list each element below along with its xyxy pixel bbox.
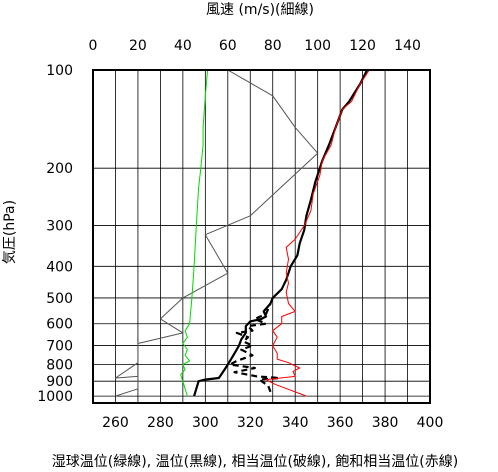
bottom-tick-label: 340 (282, 415, 309, 431)
y-tick-label: 500 (46, 291, 73, 307)
bottom-tick-label: 300 (192, 415, 219, 431)
y-tick-label: 600 (46, 317, 73, 333)
series-line-theta (193, 69, 369, 397)
bottom-tick-label: 320 (237, 415, 264, 431)
x-axis-title: 湿球温位(緑線), 温位(黒線), 相当温位(破線), 飽和相当温位(赤線) (52, 453, 458, 470)
y-tick-label: 300 (46, 219, 73, 235)
y-tick-label: 400 (46, 259, 73, 275)
bottom-tick-label: 380 (372, 415, 399, 431)
top-tick-label: 40 (174, 38, 192, 54)
top-tick-label: 60 (219, 38, 237, 54)
series-line-theta-e (228, 303, 281, 393)
bottom-tick-label: 360 (327, 415, 354, 431)
bottom-tick-label: 400 (417, 415, 444, 431)
plot-frame (92, 69, 431, 404)
series-group (115, 69, 370, 397)
y-tick-label: 700 (46, 339, 73, 355)
top-tick-label: 140 (394, 38, 421, 54)
bottom-tick-label: 260 (102, 415, 129, 431)
top-tick-label: 20 (129, 38, 147, 54)
top-tick-label: 80 (264, 38, 282, 54)
y-tick-label: 1000 (37, 389, 73, 405)
bottom-tick-label: 280 (147, 415, 174, 431)
y-tick-label: 200 (46, 161, 73, 177)
series-line-theta-es (265, 69, 370, 397)
grid (92, 69, 431, 403)
y-tick-label: 100 (46, 63, 73, 79)
top-axis-title: 風速 (m/s)(細線) (206, 2, 314, 18)
top-tick-label: 100 (304, 38, 331, 54)
y-tick-label: 800 (46, 357, 73, 373)
series-line-theta-w (180, 69, 209, 397)
y-axis-title: 気圧(hPa) (2, 200, 18, 264)
series-line-wind-speed (115, 69, 319, 397)
top-tick-label: 0 (89, 38, 98, 54)
tick-labels: 0 20 40 60 80 100 120 140 260 280 300 320 340 360 380 4… (37, 38, 443, 431)
top-tick-label: 120 (349, 38, 376, 54)
y-tick-label: 900 (46, 374, 73, 390)
